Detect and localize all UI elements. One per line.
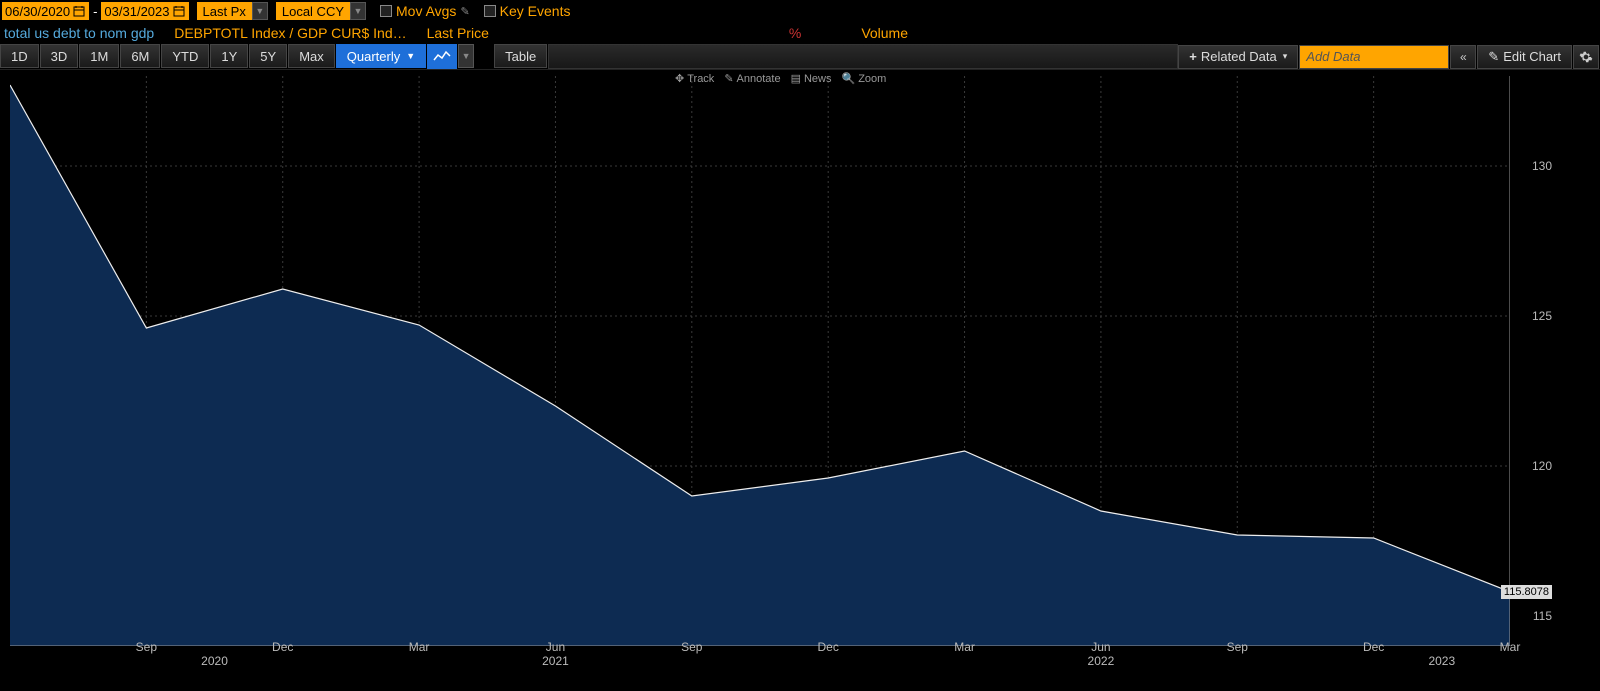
edit-chart-button[interactable]: ✎Edit Chart <box>1477 45 1572 69</box>
x-tick-label: Jun <box>546 640 565 654</box>
x-axis: SepDecMarJunSepDecMarJunSepDecMar2020202… <box>10 640 1510 670</box>
field-dropdown-label: Last Px <box>203 4 246 19</box>
edit-chart-label: Edit Chart <box>1503 49 1561 64</box>
collapse-button[interactable]: « <box>1450 45 1476 69</box>
date-from-value: 06/30/2020 <box>5 4 70 19</box>
chevron-down-icon: ▼ <box>406 51 415 61</box>
y-tick-label: 125 <box>1532 309 1552 323</box>
chart-area: ✥ Track ✎ Annotate ▤ News 🔍 Zoom 115 120 1… <box>0 70 1600 688</box>
x-year-label: 2022 <box>1088 654 1115 668</box>
range-6m-button[interactable]: 6M <box>120 44 160 68</box>
calendar-icon[interactable] <box>172 4 186 18</box>
range-1m-button[interactable]: 1M <box>79 44 119 68</box>
x-tick-label: Dec <box>1363 640 1384 654</box>
chart-plot[interactable] <box>10 76 1510 646</box>
x-tick-label: Sep <box>1227 640 1248 654</box>
header-row: 06/30/2020 - 03/31/2023 Last Px ▼ Local … <box>0 0 1600 22</box>
periodicity-label: Quarterly <box>347 49 400 64</box>
x-tick-label: Mar <box>954 640 975 654</box>
volume-label: Volume <box>861 25 908 41</box>
table-button[interactable]: Table <box>494 44 547 68</box>
series-ticker: DEBPTOTL Index / GDP CUR$ Ind… <box>174 25 406 41</box>
related-data-label: Related Data <box>1201 49 1277 64</box>
range-5y-button[interactable]: 5Y <box>249 44 287 68</box>
calendar-icon[interactable] <box>72 4 86 18</box>
x-tick-label: Mar <box>409 640 430 654</box>
subheader-row: total us debt to nom gdp DEBPTOTL Index … <box>0 22 1600 44</box>
range-3d-button[interactable]: 3D <box>40 44 79 68</box>
y-axis: 115120125130115.8078 <box>1510 76 1552 646</box>
y-last-value-badge: 115.8078 <box>1501 585 1552 599</box>
track-tool[interactable]: ✥ Track <box>675 72 714 85</box>
mov-avgs-checkbox[interactable] <box>380 5 392 17</box>
series-description: total us debt to nom gdp <box>4 25 154 41</box>
range-ytd-button[interactable]: YTD <box>161 44 209 68</box>
x-tick-label: Sep <box>681 640 702 654</box>
chevron-down-icon[interactable]: ▼ <box>252 2 268 20</box>
pencil-icon[interactable]: ✎ <box>460 5 469 18</box>
y-tick-label: 120 <box>1532 459 1552 473</box>
x-year-label: 2020 <box>201 654 228 668</box>
ccy-dropdown-label: Local CCY <box>282 4 344 19</box>
x-tick-label: Jun <box>1091 640 1110 654</box>
ccy-dropdown[interactable]: Local CCY <box>276 2 350 20</box>
mov-avgs-label: Mov Avgs <box>396 3 456 19</box>
mini-toolbar: ✥ Track ✎ Annotate ▤ News 🔍 Zoom <box>675 72 886 85</box>
key-events-label: Key Events <box>500 3 571 19</box>
x-year-label: 2023 <box>1428 654 1455 668</box>
x-tick-label: Dec <box>272 640 293 654</box>
x-tick-label: Mar <box>1500 640 1521 654</box>
date-dash: - <box>93 4 97 19</box>
pct-label: % <box>789 25 801 41</box>
chevron-down-icon[interactable]: ▼ <box>458 44 474 68</box>
x-tick-label: Dec <box>818 640 839 654</box>
x-year-label: 2021 <box>542 654 569 668</box>
y-tick-label: 115 <box>1533 609 1552 623</box>
date-from-input[interactable]: 06/30/2020 <box>2 2 89 20</box>
toolbar: 1D3D1M6MYTD1Y5YMax Quarterly▼ ▼ Table +R… <box>0 44 1600 70</box>
key-events-checkbox[interactable] <box>484 5 496 17</box>
range-1y-button[interactable]: 1Y <box>210 44 248 68</box>
gear-icon[interactable] <box>1573 45 1599 69</box>
date-to-value: 03/31/2023 <box>104 4 169 19</box>
field-dropdown[interactable]: Last Px <box>197 2 252 20</box>
chart-type-button[interactable] <box>427 44 457 69</box>
toolbar-spacer <box>548 44 1178 69</box>
related-data-button[interactable]: +Related Data▾ <box>1178 45 1298 69</box>
zoom-tool[interactable]: 🔍 Zoom <box>842 72 887 85</box>
range-1d-button[interactable]: 1D <box>0 44 39 68</box>
periodicity-dropdown[interactable]: Quarterly ▼ <box>336 44 426 68</box>
add-data-input[interactable]: Add Data <box>1299 45 1449 69</box>
table-label: Table <box>505 49 536 64</box>
date-to-input[interactable]: 03/31/2023 <box>101 2 188 20</box>
annotate-tool[interactable]: ✎ Annotate <box>724 72 780 85</box>
chevron-down-icon[interactable]: ▼ <box>350 2 366 20</box>
range-max-button[interactable]: Max <box>288 44 335 68</box>
last-price-label: Last Price <box>427 25 489 41</box>
y-tick-label: 130 <box>1532 159 1552 173</box>
add-data-placeholder: Add Data <box>1306 49 1360 64</box>
x-tick-label: Sep <box>136 640 157 654</box>
news-tool[interactable]: ▤ News <box>791 72 832 85</box>
chevron-down-icon: ▾ <box>1283 51 1288 62</box>
